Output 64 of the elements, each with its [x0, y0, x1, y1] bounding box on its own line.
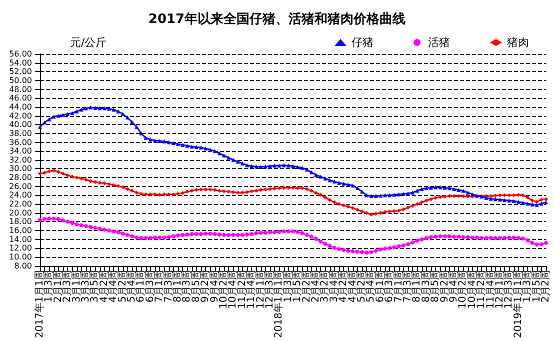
- x-tick-label: 2019年1月1周: [512, 270, 524, 338]
- x-tick-label: 8月5周: [190, 270, 202, 303]
- legend-label: 活猪: [428, 36, 450, 49]
- y-tick-label: 26.00: [9, 182, 32, 191]
- x-tick-label: 4月2周: [98, 270, 110, 303]
- y-tick-label: 54.00: [9, 58, 32, 68]
- y-tick-label: 50.00: [9, 76, 32, 85]
- x-tick-label: 3月1周: [71, 270, 82, 303]
- x-tick-label: 2月1周: [52, 270, 64, 303]
- x-tick-label: 3月3周: [80, 270, 92, 303]
- x-tick-label: 2月4周: [310, 270, 322, 303]
- y-tick-label: 22.00: [9, 200, 32, 209]
- x-tick-label: 7月1周: [393, 270, 404, 303]
- x-tick-label: 1月3周: [282, 270, 294, 303]
- x-tick-label: 8月3周: [420, 270, 432, 303]
- y-tick-label: 32.00: [9, 155, 32, 164]
- x-tick-label: 12月3周: [264, 270, 276, 309]
- x-tick-label: 9月4周: [209, 270, 220, 303]
- legend-label: 仔猪: [352, 36, 374, 49]
- x-tick-label: 11月4周: [485, 270, 496, 309]
- y-tick-label: 14.00: [9, 234, 32, 244]
- x-tick-label: 9月4周: [448, 270, 460, 303]
- x-tick-label: 2017年1月1周: [34, 270, 46, 338]
- x-tick-label: 9月2周: [439, 270, 450, 303]
- x-tick-label: 10月4周: [466, 270, 478, 309]
- x-tick-label: 7月3周: [402, 270, 414, 303]
- chart-title: 2017年以来全国仔猪、活猪和猪肉价格曲线: [148, 11, 406, 27]
- x-tick-label: 3月4周: [328, 270, 340, 303]
- y-tick-label: 46.00: [9, 94, 32, 103]
- y-tick-label: 24.00: [9, 190, 32, 200]
- y-axis-title: 元/公斤: [70, 36, 107, 49]
- x-tick-label: 2月2周: [301, 270, 312, 303]
- y-tick-label: 42.00: [9, 111, 32, 120]
- y-tick-label: 16.00: [9, 226, 32, 236]
- x-tick-label: 2月2周: [540, 270, 552, 303]
- x-tick-label: 12月1周: [494, 270, 506, 309]
- x-tick-label: 5月2周: [356, 270, 368, 303]
- x-tick-label: 6月3周: [144, 270, 156, 303]
- y-tick-label: 56.00: [9, 50, 32, 58]
- x-tick-label: 5月4周: [126, 270, 138, 303]
- y-tick-label: 30.00: [9, 164, 32, 174]
- y-tick-label: 38.00: [9, 128, 32, 138]
- y-tick-label: 34.00: [9, 146, 32, 156]
- x-tick-label: 6月1周: [374, 270, 386, 303]
- y-tick-label: 12.00: [9, 244, 32, 253]
- y-tick-label: 20.00: [9, 208, 32, 218]
- x-tick-label: 12月1周: [255, 270, 266, 309]
- y-tick-label: 44.00: [9, 102, 32, 112]
- y-tick-label: 36.00: [9, 138, 32, 147]
- legend-label: 猪肉: [507, 36, 529, 49]
- x-tick-label: 5月2周: [117, 270, 128, 303]
- x-tick-label: 8月1周: [172, 270, 184, 303]
- y-tick-label: 28.00: [9, 173, 32, 182]
- y-tick-label: 52.00: [9, 67, 32, 76]
- y-tick-label: 10.00: [9, 252, 32, 262]
- y-tick-label: 40.00: [9, 120, 32, 130]
- y-tick-label: 48.00: [9, 84, 32, 94]
- y-tick-label: 8.00: [14, 261, 32, 270]
- y-tick-label: 18.00: [9, 217, 32, 226]
- x-tick-label: 10月2周: [218, 270, 230, 309]
- x-tick-label: 7月3周: [163, 270, 174, 303]
- x-tick-label: 4月4周: [347, 270, 358, 303]
- x-tick-label: 1月5周: [531, 270, 542, 303]
- x-tick-label: 11月2周: [236, 270, 248, 309]
